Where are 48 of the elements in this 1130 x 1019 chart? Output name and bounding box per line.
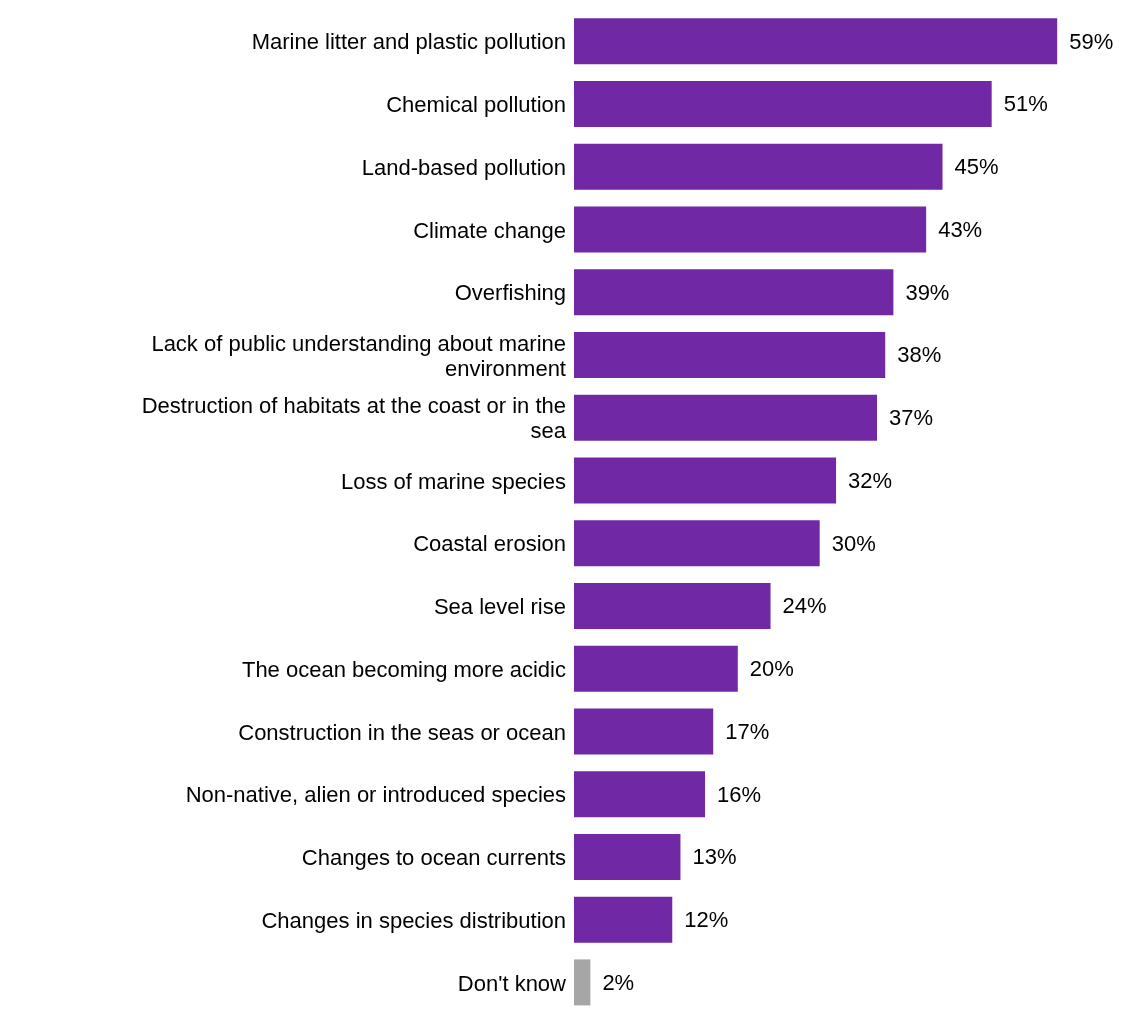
bar bbox=[574, 331, 886, 378]
bar bbox=[574, 206, 927, 253]
bar bbox=[574, 833, 681, 880]
data-label: 38% bbox=[897, 342, 942, 368]
y-tick-label: Construction in the seas or ocean bbox=[238, 719, 566, 745]
data-label: 39% bbox=[905, 279, 950, 305]
bar bbox=[574, 394, 878, 441]
data-label: 30% bbox=[831, 530, 876, 556]
bar bbox=[574, 771, 706, 818]
data-label: 12% bbox=[684, 907, 729, 933]
bar bbox=[574, 269, 894, 316]
bar bbox=[574, 708, 714, 755]
bar bbox=[574, 18, 1058, 65]
y-tick-label: Changes in species distribution bbox=[261, 907, 566, 933]
data-label: 32% bbox=[848, 467, 893, 493]
data-label: 51% bbox=[1003, 91, 1048, 117]
bar bbox=[574, 582, 771, 629]
y-tick-label: Marine litter and plastic pollution bbox=[251, 28, 566, 54]
data-label: 16% bbox=[717, 781, 762, 807]
bar bbox=[574, 896, 673, 943]
bar bbox=[574, 959, 591, 1006]
data-label: 59% bbox=[1069, 28, 1114, 54]
data-label: 43% bbox=[938, 216, 983, 242]
y-tick-label: Loss of marine species bbox=[341, 468, 566, 494]
bar bbox=[574, 457, 837, 504]
y-tick-label: Changes to ocean currents bbox=[301, 844, 566, 870]
data-label: 37% bbox=[889, 405, 934, 431]
y-tick-label: Chemical pollution bbox=[386, 91, 566, 117]
bar bbox=[574, 520, 820, 567]
bar bbox=[574, 143, 943, 190]
y-tick-label: The ocean becoming more acidic bbox=[241, 656, 566, 682]
bar bbox=[574, 645, 738, 692]
bar bbox=[574, 80, 992, 127]
y-tick-label: Destruction of habitats at the coast or in the sea bbox=[141, 392, 567, 443]
data-label: 45% bbox=[954, 154, 999, 180]
y-tick-label: Non-native, alien or introduced species bbox=[185, 781, 566, 807]
y-tick-label: Climate change bbox=[413, 217, 566, 243]
y-tick-label: Overfishing bbox=[454, 279, 566, 305]
data-label: 2% bbox=[602, 969, 635, 995]
y-tick-label: Coastal erosion bbox=[413, 530, 566, 556]
data-label: 17% bbox=[725, 718, 770, 744]
y-tick-label: Lack of public understanding about marine environment bbox=[151, 330, 566, 381]
data-label: 20% bbox=[749, 656, 794, 682]
y-tick-label: Don't know bbox=[457, 970, 567, 996]
y-tick-label: Sea level rise bbox=[433, 593, 566, 619]
data-label: 24% bbox=[782, 593, 827, 619]
y-tick-label: Land-based pollution bbox=[361, 154, 566, 180]
data-label: 13% bbox=[692, 844, 737, 870]
